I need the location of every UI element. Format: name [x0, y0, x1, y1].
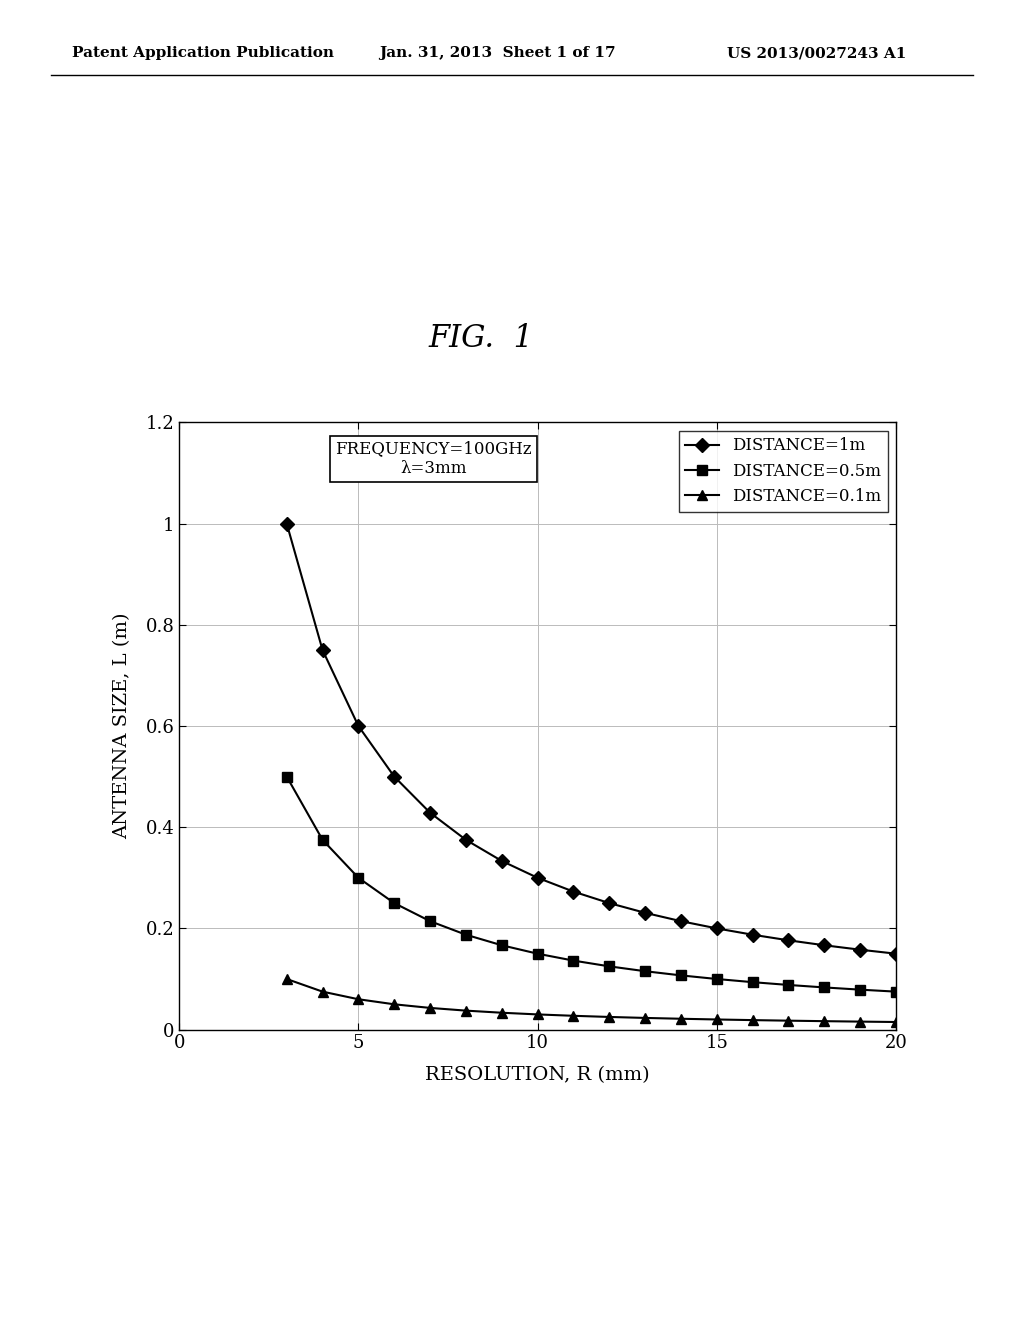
DISTANCE=0.1m: [854, 1014, 866, 1030]
DISTANCE=1m: [639, 906, 651, 921]
DISTANCE=0.5m: [639, 964, 651, 979]
DISTANCE=1m: [746, 927, 759, 942]
DISTANCE=0.1m: [639, 1010, 651, 1026]
DISTANCE=1m: [531, 870, 544, 886]
DISTANCE=0.1m: [675, 1011, 687, 1027]
DISTANCE=0.1m: [388, 997, 400, 1012]
Line: DISTANCE=0.1m: DISTANCE=0.1m: [282, 974, 901, 1027]
DISTANCE=0.1m: [281, 972, 293, 987]
DISTANCE=0.1m: [496, 1005, 508, 1020]
DISTANCE=0.5m: [818, 979, 830, 995]
DISTANCE=0.1m: [424, 1001, 436, 1016]
DISTANCE=0.1m: [531, 1006, 544, 1022]
DISTANCE=0.5m: [424, 913, 436, 929]
DISTANCE=1m: [424, 805, 436, 821]
DISTANCE=1m: [818, 937, 830, 953]
Legend: DISTANCE=1m, DISTANCE=0.5m, DISTANCE=0.1m: DISTANCE=1m, DISTANCE=0.5m, DISTANCE=0.1…: [679, 430, 888, 512]
DISTANCE=1m: [352, 718, 365, 734]
DISTANCE=0.5m: [746, 974, 759, 990]
DISTANCE=0.5m: [316, 832, 329, 847]
DISTANCE=1m: [854, 941, 866, 957]
DISTANCE=1m: [603, 895, 615, 911]
Line: DISTANCE=0.5m: DISTANCE=0.5m: [282, 772, 901, 997]
DISTANCE=1m: [281, 516, 293, 532]
Text: Jan. 31, 2013  Sheet 1 of 17: Jan. 31, 2013 Sheet 1 of 17: [379, 46, 615, 61]
DISTANCE=1m: [388, 768, 400, 784]
Text: FIG.  1: FIG. 1: [429, 323, 534, 354]
Line: DISTANCE=1m: DISTANCE=1m: [282, 519, 901, 958]
DISTANCE=0.1m: [782, 1012, 795, 1028]
DISTANCE=1m: [460, 832, 472, 847]
DISTANCE=0.1m: [890, 1014, 902, 1030]
DISTANCE=1m: [316, 642, 329, 657]
DISTANCE=0.5m: [460, 927, 472, 942]
DISTANCE=0.5m: [675, 968, 687, 983]
Text: FREQUENCY=100GHz
λ=3mm: FREQUENCY=100GHz λ=3mm: [335, 441, 532, 478]
DISTANCE=0.5m: [854, 982, 866, 998]
Text: Patent Application Publication: Patent Application Publication: [72, 46, 334, 61]
DISTANCE=0.1m: [711, 1011, 723, 1027]
DISTANCE=0.1m: [316, 983, 329, 999]
DISTANCE=1m: [782, 932, 795, 948]
Y-axis label: ANTENNA SIZE, L (m): ANTENNA SIZE, L (m): [114, 612, 131, 840]
DISTANCE=0.5m: [496, 937, 508, 953]
DISTANCE=0.1m: [746, 1012, 759, 1028]
DISTANCE=1m: [890, 945, 902, 961]
DISTANCE=0.1m: [603, 1008, 615, 1024]
DISTANCE=0.5m: [603, 958, 615, 974]
DISTANCE=0.5m: [890, 983, 902, 999]
DISTANCE=0.5m: [567, 953, 580, 969]
DISTANCE=0.5m: [531, 945, 544, 961]
DISTANCE=0.1m: [460, 1003, 472, 1019]
DISTANCE=0.5m: [782, 977, 795, 993]
DISTANCE=0.5m: [352, 870, 365, 886]
DISTANCE=0.1m: [567, 1008, 580, 1024]
DISTANCE=1m: [496, 853, 508, 869]
X-axis label: RESOLUTION, R (mm): RESOLUTION, R (mm): [425, 1067, 650, 1084]
DISTANCE=1m: [711, 920, 723, 936]
DISTANCE=0.1m: [352, 991, 365, 1007]
Text: US 2013/0027243 A1: US 2013/0027243 A1: [727, 46, 906, 61]
DISTANCE=1m: [675, 913, 687, 929]
DISTANCE=1m: [567, 883, 580, 899]
DISTANCE=0.1m: [818, 1014, 830, 1030]
DISTANCE=0.5m: [711, 972, 723, 987]
DISTANCE=0.5m: [281, 768, 293, 784]
DISTANCE=0.5m: [388, 895, 400, 911]
